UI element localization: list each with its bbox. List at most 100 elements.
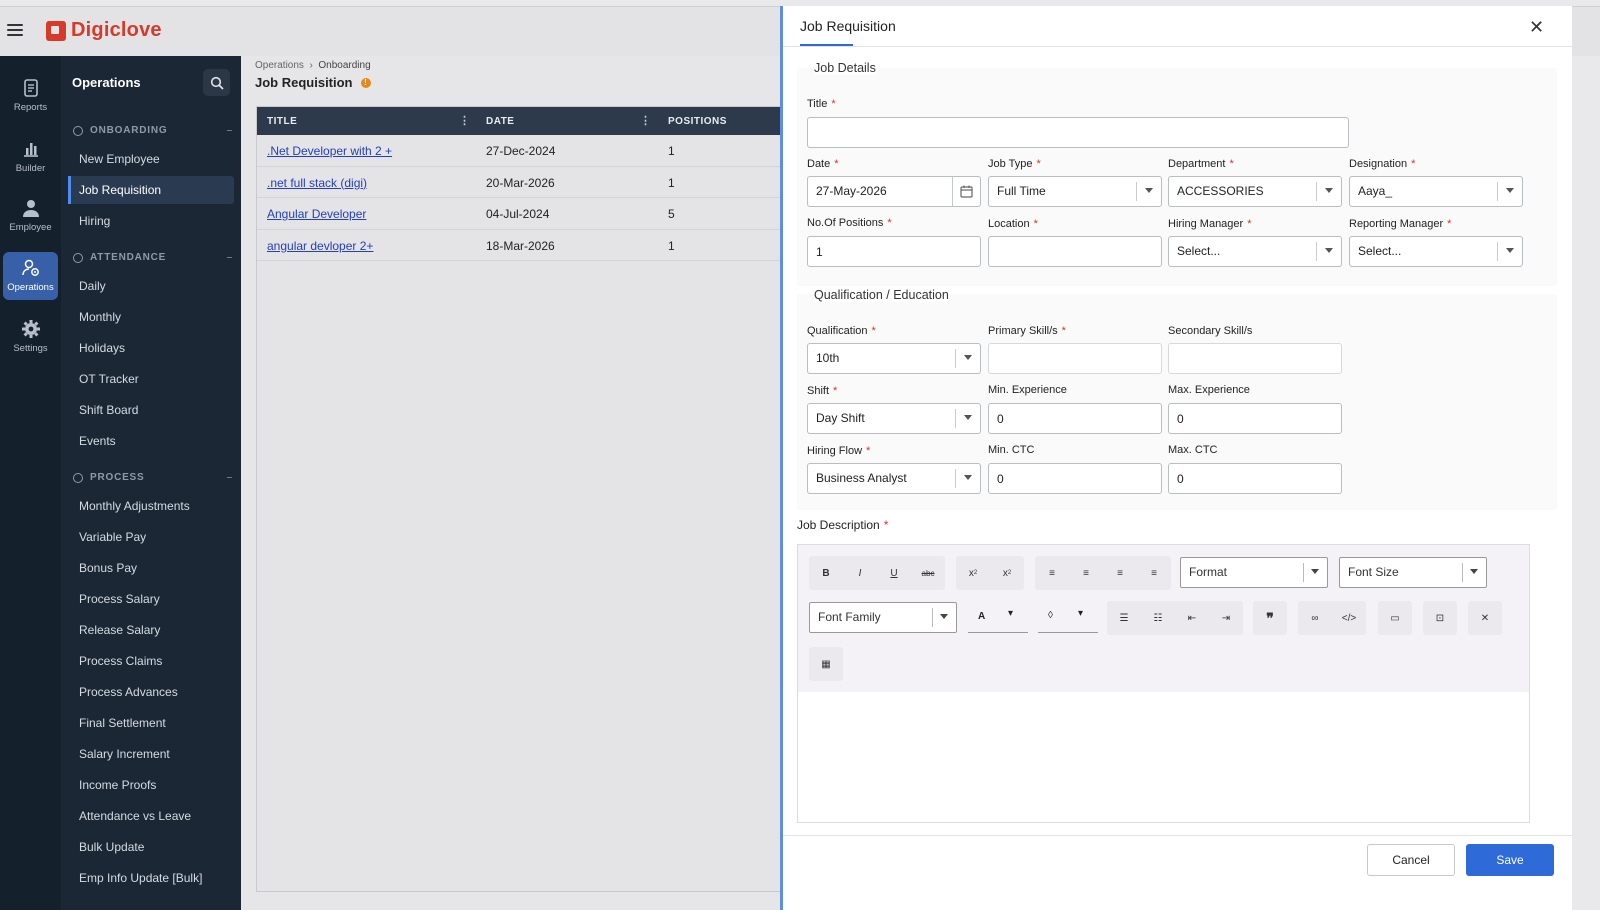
rail-operations[interactable]: Operations bbox=[3, 252, 58, 300]
code-icon[interactable]: </> bbox=[1341, 612, 1357, 624]
sidebar-item-events[interactable]: Events bbox=[79, 434, 116, 448]
brand-logo[interactable]: Digiclove bbox=[46, 19, 162, 42]
sidebar-item-bonus-pay[interactable]: Bonus Pay bbox=[79, 561, 138, 575]
section-attendance[interactable]: ATTENDANCE – bbox=[73, 252, 233, 263]
align-justify-icon[interactable]: ≡ bbox=[1151, 567, 1157, 579]
sidebar-item-monthly-adjustments[interactable]: Monthly Adjustments bbox=[79, 499, 190, 513]
table-row[interactable]: angular devloper 2+ 18-Mar-2026 1 bbox=[257, 230, 780, 261]
sidebar-search-button[interactable] bbox=[203, 69, 230, 96]
sidebar-item-new-employee[interactable]: New Employee bbox=[79, 152, 160, 166]
table-row[interactable]: .Net Developer with 2 + 27-Dec-2024 1 bbox=[257, 135, 780, 167]
cancel-button[interactable]: Cancel bbox=[1367, 844, 1455, 876]
hiring-flow-select[interactable]: Business Analyst bbox=[807, 463, 981, 494]
background-color-picker[interactable]: ◊ ▾ bbox=[1038, 602, 1098, 633]
row-title-link[interactable]: .net full stack (digi) bbox=[267, 175, 368, 190]
column-menu-icon[interactable]: ⋮ bbox=[640, 115, 652, 127]
table-icon[interactable]: ▦ bbox=[821, 658, 831, 670]
image-icon[interactable]: ▭ bbox=[1390, 612, 1400, 624]
column-header-positions[interactable]: POSITIONS bbox=[668, 116, 727, 127]
calendar-icon[interactable] bbox=[952, 177, 980, 206]
rail-reports[interactable]: Reports bbox=[0, 78, 61, 113]
embed-icon[interactable]: ⊡ bbox=[1435, 612, 1445, 624]
sidebar-item-emp-info-update-bulk[interactable]: Emp Info Update [Bulk] bbox=[79, 871, 203, 885]
table-row[interactable]: .net full stack (digi) 20-Mar-2026 1 bbox=[257, 167, 780, 198]
underline-icon[interactable]: U bbox=[890, 567, 898, 579]
min-experience-input[interactable] bbox=[988, 403, 1162, 434]
font-size-select[interactable]: Font Size bbox=[1339, 557, 1487, 588]
qualification-select[interactable]: 10th bbox=[807, 343, 981, 374]
align-right-icon[interactable]: ≡ bbox=[1117, 567, 1123, 579]
positions-input[interactable] bbox=[807, 236, 981, 267]
row-title-link[interactable]: angular devloper 2+ bbox=[267, 238, 374, 253]
clear-format-icon[interactable]: ✕ bbox=[1480, 612, 1490, 624]
align-left-icon[interactable]: ≡ bbox=[1049, 567, 1055, 579]
collapse-icon[interactable]: – bbox=[226, 125, 233, 136]
align-center-icon[interactable]: ≡ bbox=[1083, 567, 1089, 579]
primary-skills-input[interactable] bbox=[988, 343, 1162, 374]
sidebar-item-process-advances[interactable]: Process Advances bbox=[79, 685, 178, 699]
outdent-icon[interactable]: ⇤ bbox=[1187, 612, 1197, 624]
blockquote-icon[interactable]: ❞ bbox=[1266, 609, 1274, 626]
italic-icon[interactable]: I bbox=[858, 567, 862, 579]
sidebar-item-process-salary[interactable]: Process Salary bbox=[79, 592, 160, 606]
row-title-link[interactable]: Angular Developer bbox=[267, 207, 367, 221]
location-input[interactable] bbox=[988, 236, 1162, 267]
section-process[interactable]: PROCESS – bbox=[73, 472, 233, 483]
date-picker[interactable]: 27-May-2026 bbox=[807, 176, 981, 207]
sidebar-item-final-settlement[interactable]: Final Settlement bbox=[79, 716, 166, 730]
save-button[interactable]: Save bbox=[1466, 844, 1554, 876]
max-experience-input[interactable] bbox=[1168, 403, 1342, 434]
designation-select[interactable]: Aaya_ bbox=[1349, 176, 1523, 207]
sidebar-item-hiring[interactable]: Hiring bbox=[79, 214, 111, 228]
max-ctc-input[interactable] bbox=[1168, 463, 1342, 494]
secondary-skills-input[interactable] bbox=[1168, 343, 1342, 374]
sidebar-item-holidays[interactable]: Holidays bbox=[79, 341, 126, 355]
sidebar-item-salary-increment[interactable]: Salary Increment bbox=[79, 747, 170, 761]
rail-employee[interactable]: Employee bbox=[0, 198, 61, 233]
sidebar-item-release-salary[interactable]: Release Salary bbox=[79, 623, 161, 637]
section-onboarding[interactable]: ONBOARDING – bbox=[73, 125, 233, 136]
collapse-icon[interactable]: – bbox=[226, 472, 233, 483]
sidebar-item-ot-tracker[interactable]: OT Tracker bbox=[79, 372, 139, 386]
close-icon[interactable]: ✕ bbox=[1529, 17, 1545, 37]
editor-content-area[interactable] bbox=[798, 692, 1529, 822]
hamburger-menu-icon[interactable] bbox=[7, 24, 23, 36]
font-family-select[interactable]: Font Family bbox=[809, 602, 957, 633]
row-title-link[interactable]: .Net Developer with 2 + bbox=[267, 144, 393, 158]
shift-select[interactable]: Day Shift bbox=[807, 403, 981, 434]
sidebar-item-shift-board[interactable]: Shift Board bbox=[79, 403, 139, 417]
min-ctc-input[interactable] bbox=[988, 463, 1162, 494]
column-menu-icon[interactable]: ⋮ bbox=[459, 115, 471, 127]
sidebar-item-income-proofs[interactable]: Income Proofs bbox=[79, 778, 157, 792]
strikethrough-icon[interactable]: abc bbox=[921, 568, 935, 578]
rail-settings[interactable]: Settings bbox=[0, 319, 61, 354]
sidebar-item-process-claims[interactable]: Process Claims bbox=[79, 654, 163, 668]
font-color-picker[interactable]: A ▾ bbox=[968, 602, 1028, 633]
rail-builder[interactable]: Builder bbox=[0, 139, 61, 174]
job-type-select[interactable]: Full Time bbox=[988, 176, 1162, 207]
breadcrumb-operations[interactable]: Operations bbox=[255, 60, 304, 71]
reporting-manager-select[interactable]: Select... bbox=[1349, 236, 1523, 267]
numbered-list-icon[interactable]: ☷ bbox=[1153, 612, 1163, 624]
table-row[interactable]: Angular Developer 04-Jul-2024 5 bbox=[257, 198, 780, 230]
sidebar-item-variable-pay[interactable]: Variable Pay bbox=[79, 530, 147, 544]
collapse-icon[interactable]: – bbox=[226, 252, 233, 263]
sidebar-item-attendance-vs-leave[interactable]: Attendance vs Leave bbox=[79, 809, 192, 823]
link-icon[interactable]: ∞ bbox=[1311, 612, 1319, 624]
sidebar-item-bulk-update[interactable]: Bulk Update bbox=[79, 840, 145, 854]
column-header-title[interactable]: TITLE bbox=[267, 116, 298, 127]
sidebar-item-daily[interactable]: Daily bbox=[79, 279, 106, 293]
sidebar-item-monthly[interactable]: Monthly bbox=[79, 310, 122, 324]
title-input[interactable] bbox=[807, 117, 1349, 148]
bullet-list-icon[interactable]: ☰ bbox=[1119, 612, 1129, 624]
format-select[interactable]: Format bbox=[1180, 557, 1328, 588]
department-select[interactable]: ACCESSORIES bbox=[1168, 176, 1342, 207]
indent-icon[interactable]: ⇥ bbox=[1221, 612, 1231, 624]
hiring-manager-select[interactable]: Select... bbox=[1168, 236, 1342, 267]
drawer-tab[interactable]: Job Requisition bbox=[800, 18, 896, 34]
info-icon[interactable]: ! bbox=[360, 77, 371, 88]
bold-icon[interactable]: B bbox=[822, 567, 830, 579]
column-header-date[interactable]: DATE bbox=[486, 116, 515, 127]
